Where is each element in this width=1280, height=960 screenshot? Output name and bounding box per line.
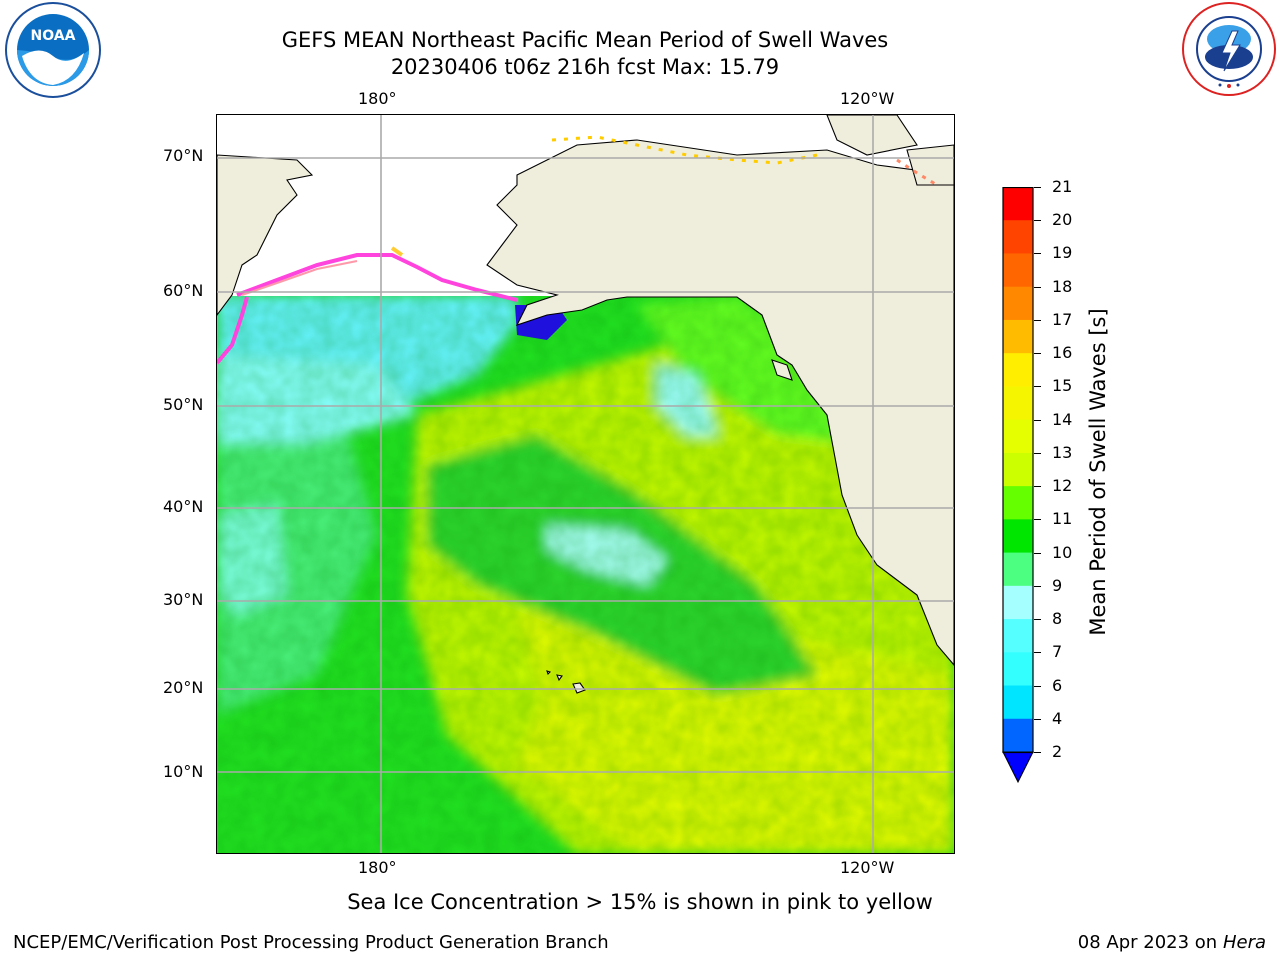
colorbar-level (1003, 486, 1033, 520)
colorbar-level (1003, 419, 1033, 454)
colorbar-tick-label: 11 (1052, 509, 1073, 529)
colorbar-tick (1034, 286, 1041, 288)
noaa-logo-text: NOAA (31, 28, 76, 44)
lat-label-70n: 70°N (163, 146, 204, 165)
colorbar-level (1003, 652, 1033, 687)
colorbar-tick (1034, 187, 1041, 188)
colorbar-tick-label: 14 (1052, 409, 1073, 429)
colorbar-tick (1034, 253, 1041, 255)
colorbar-tick (1034, 220, 1041, 222)
colorbar-level (1003, 253, 1033, 288)
colorbar-level (1003, 187, 1033, 221)
footer-credit: NCEP/EMC/Verification Post Processing Pr… (13, 932, 609, 953)
map-subtitle: 20230406 t06z 216h fcst Max: 15.79 (390, 55, 780, 79)
bottom-lon-label-180: 180° (358, 858, 397, 877)
lat-label-60n: 60°N (163, 281, 204, 300)
colorbar-tick (1034, 685, 1041, 687)
colorbar-tick-label: 2 (1052, 742, 1063, 761)
colorbar-tick-label: 4 (1052, 708, 1063, 728)
top-lon-label-180: 180° (358, 89, 397, 108)
lat-label-40n: 40°N (163, 497, 204, 516)
bottom-lon-label-120w: 120°W (840, 858, 895, 877)
colorbar-level (1003, 685, 1033, 720)
colorbar-level (1003, 619, 1033, 653)
map-canvas (217, 115, 954, 854)
footer-date-text: 08 Apr 2023 on (1077, 932, 1223, 953)
colorbar-extend-arrow (1002, 751, 1034, 784)
colorbar-tick-label: 6 (1052, 675, 1063, 695)
map-title: GEFS MEAN Northeast Pacific Mean Period … (281, 28, 889, 52)
colorbar-level (1003, 386, 1033, 421)
colorbar-tick (1034, 519, 1041, 521)
colorbar-tick-label: 21 (1052, 177, 1073, 196)
colorbar-level (1003, 552, 1033, 587)
footer-date: 08 Apr 2023 on Hera (1078, 932, 1266, 953)
colorbar-tick-label: 10 (1052, 542, 1073, 562)
lat-label-10n: 10°N (163, 762, 204, 781)
colorbar-level (1003, 220, 1033, 254)
lat-label-50n: 50°N (163, 395, 204, 414)
land (217, 115, 954, 694)
colorbar-tick (1034, 319, 1041, 321)
lat-label-20n: 20°N (163, 678, 204, 697)
colorbar-tick-label: 7 (1052, 642, 1063, 662)
colorbar-tick (1034, 652, 1041, 654)
colorbar-level (1003, 585, 1033, 620)
map-panel (217, 115, 954, 854)
colorbar-tick (1034, 718, 1041, 720)
colorbar-tick-label: 18 (1052, 276, 1073, 296)
noaa-logo: NOAA (2, 1, 104, 99)
colorbar-tick (1034, 452, 1041, 454)
colorbar-tick-label: 15 (1052, 376, 1073, 396)
colorbar-tick-label: 9 (1052, 575, 1063, 595)
graticule (217, 115, 954, 854)
lat-label-30n: 30°N (163, 590, 204, 609)
colorbar-tick (1034, 419, 1041, 421)
colorbar-frame (1002, 186, 1034, 754)
top-lon-label-120w: 120°W (840, 89, 895, 108)
colorbar-tick-label: 20 (1052, 210, 1073, 230)
colorbar-tick-label: 19 (1052, 243, 1073, 263)
colorbar-tick-label: 8 (1052, 609, 1063, 629)
colorbar-level (1003, 353, 1033, 387)
colorbar-scale (1002, 186, 1034, 784)
colorbar (1002, 186, 1034, 784)
colorbar-tick-label: 16 (1052, 343, 1073, 363)
footer-host: Hera (1222, 932, 1266, 953)
colorbar-tick (1034, 552, 1041, 554)
colorbar-tick-label: 13 (1052, 442, 1073, 462)
nws-logo (1180, 1, 1278, 97)
sea-ice-fringe (217, 135, 938, 365)
colorbar-tick (1034, 386, 1041, 388)
colorbar-level (1003, 519, 1033, 554)
colorbar-level (1003, 718, 1033, 753)
sea-ice-note: Sea Ice Concentration > 15% is shown in … (347, 890, 933, 914)
colorbar-level (1003, 319, 1033, 354)
colorbar-tick (1034, 486, 1041, 488)
colorbar-level (1003, 452, 1033, 487)
colorbar-tick (1034, 619, 1041, 621)
colorbar-level (1003, 286, 1033, 321)
colorbar-tick (1034, 353, 1041, 355)
colorbar-tick (1034, 585, 1041, 587)
colorbar-tick-label: 12 (1052, 476, 1073, 496)
colorbar-tick-label: 17 (1052, 309, 1073, 329)
colorbar-title: Mean Period of Swell Waves [s] (1086, 308, 1110, 636)
colorbar-tick (1034, 752, 1041, 753)
